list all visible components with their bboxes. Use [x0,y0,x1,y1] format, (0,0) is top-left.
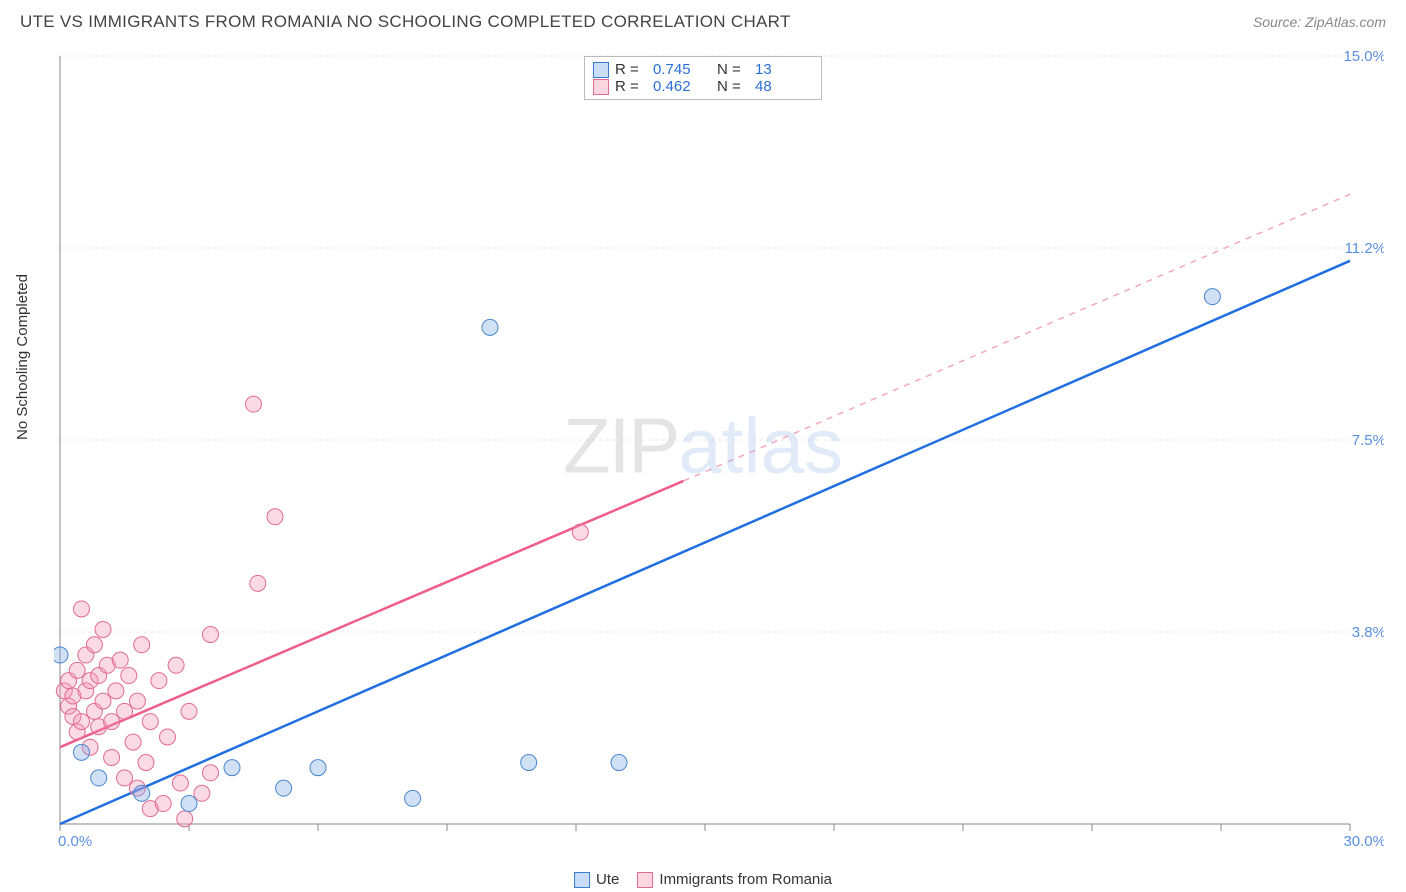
legend-row-romania: R = 0.462 N = 48 [593,78,813,95]
n-label: N = [717,61,749,78]
y-axis-label: No Schooling Completed [14,274,31,440]
n-value-ute: 13 [755,61,813,78]
n-value-romania: 48 [755,78,813,95]
chart-header: UTE VS IMMIGRANTS FROM ROMANIA NO SCHOOL… [0,0,1406,40]
svg-text:0.0%: 0.0% [58,833,92,850]
swatch-blue-icon [574,872,590,888]
scatter-plot: 3.8% 7.5% 11.2% 15.0% 0.0% 30.0% [54,50,1384,850]
chart-title: UTE VS IMMIGRANTS FROM ROMANIA NO SCHOOL… [20,12,791,32]
r-value-romania: 0.462 [653,78,711,95]
r-value-ute: 0.745 [653,61,711,78]
swatch-pink-icon [593,79,609,95]
swatch-pink-icon [637,872,653,888]
legend-item-ute: Ute [574,871,619,888]
legend-label-romania: Immigrants from Romania [659,871,832,888]
legend-label-ute: Ute [596,871,619,888]
series-legend: Ute Immigrants from Romania [574,871,832,888]
svg-text:11.2%: 11.2% [1345,240,1384,257]
legend-row-ute: R = 0.745 N = 13 [593,61,813,78]
swatch-blue-icon [593,62,609,78]
chart-area: 3.8% 7.5% 11.2% 15.0% 0.0% 30.0% [54,50,1384,850]
n-label: N = [717,78,749,95]
svg-text:15.0%: 15.0% [1343,50,1384,65]
r-label: R = [615,78,647,95]
svg-text:7.5%: 7.5% [1352,432,1384,449]
svg-text:30.0%: 30.0% [1343,833,1384,850]
legend-item-romania: Immigrants from Romania [637,871,832,888]
source-credit: Source: ZipAtlas.com [1253,14,1386,30]
correlation-legend: R = 0.745 N = 13 R = 0.462 N = 48 [584,56,822,100]
svg-text:3.8%: 3.8% [1352,624,1384,641]
r-label: R = [615,61,647,78]
